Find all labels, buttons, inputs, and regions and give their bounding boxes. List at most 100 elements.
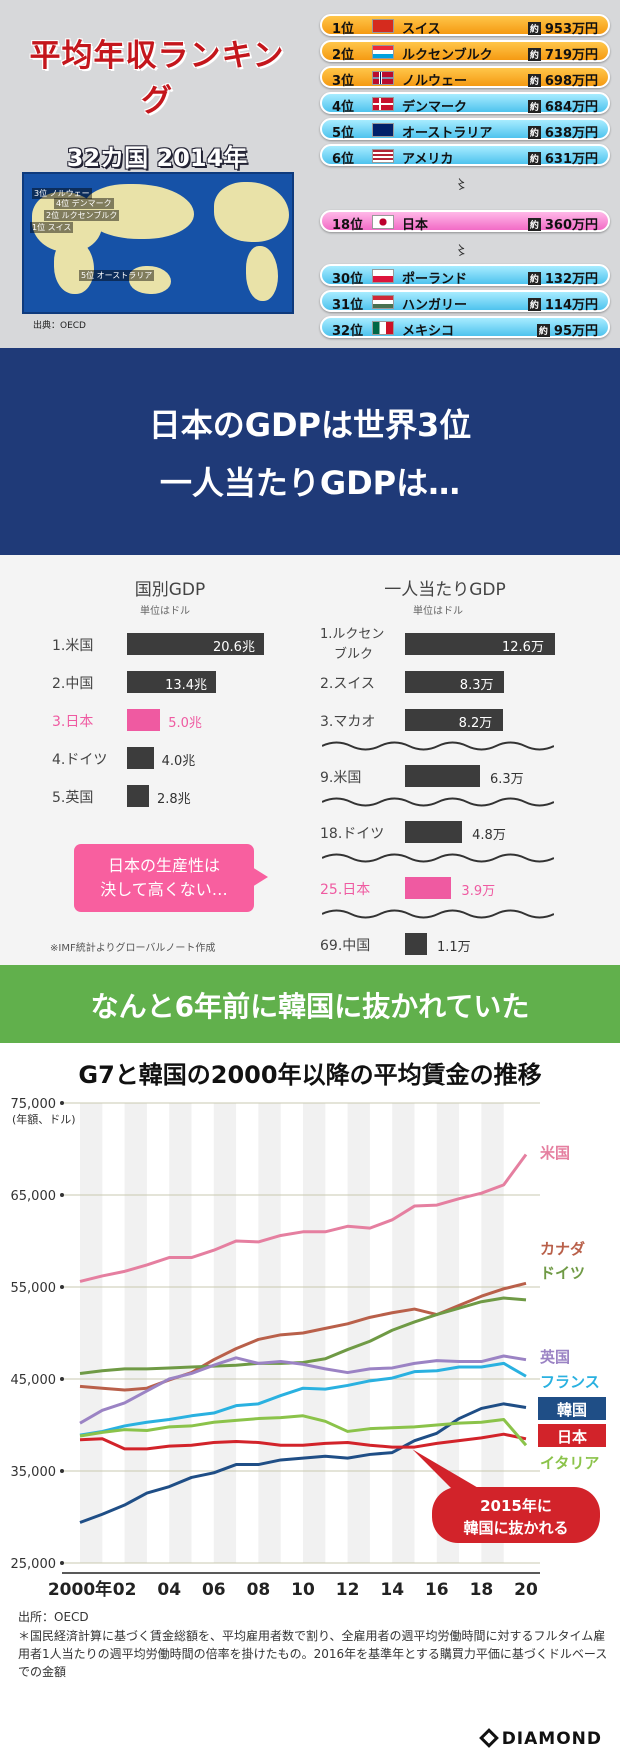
ranking-row: 31位 ハンガリー 約 114万円	[320, 290, 610, 313]
korea-headline: なんと6年前に韓国に抜かれていた	[0, 965, 620, 1043]
x-tick-label: 06	[202, 1580, 226, 1600]
ranking-rank: 30位	[332, 272, 364, 287]
gdp-bar-row: 4.ドイツ 4.0兆	[0, 747, 300, 769]
gdp-value-label: 13.4兆	[165, 678, 208, 693]
wage-chart-title: G7と韓国の2000年以降の平均賃金の推移	[78, 1061, 542, 1089]
gdp-country-label: 3.日本	[52, 714, 94, 730]
series-label: 韓国	[557, 1401, 587, 1419]
gap-wave-4	[322, 909, 554, 919]
ranking-country: ノルウェー	[402, 74, 468, 89]
amount-value: 132万円	[544, 272, 598, 287]
ranking-rank: 1位	[332, 22, 355, 37]
background-stripe	[258, 1103, 281, 1563]
x-tick-label: 20	[514, 1580, 538, 1600]
background-stripe	[347, 1103, 370, 1563]
gdp-bar	[127, 785, 149, 807]
ranking-country: デンマーク	[402, 100, 468, 115]
jp-flag-icon	[372, 215, 394, 229]
ranking-amount: 約 698万円	[527, 70, 598, 89]
gdp-bar	[127, 671, 217, 693]
series-label: ドイツ	[540, 1264, 585, 1282]
gap-wave-2	[322, 797, 554, 807]
x-tick-label: 08	[247, 1580, 271, 1600]
ranking-country: メキシコ	[402, 324, 455, 339]
gdp-per-capita-value: 12.6万	[502, 640, 544, 655]
series-label: 米国	[540, 1144, 570, 1162]
amount-value: 114万円	[544, 298, 598, 313]
x-tick-label: 14	[380, 1580, 404, 1600]
gdp-per-capita-label: 3.マカオ	[320, 714, 376, 730]
ranking-rank: 4位	[332, 100, 355, 115]
us-flag-icon	[372, 149, 394, 163]
ranking-amount: 約 953万円	[527, 18, 598, 37]
ranking-title: 平均年収ランキング	[29, 38, 285, 119]
ranking-row: 5位 オーストラリア 約 638万円	[320, 118, 610, 141]
gdp-per-capita-bar	[405, 765, 480, 787]
banner-line-2: 一人当たりGDPは…	[159, 464, 461, 502]
ytick-dot	[60, 1193, 64, 1197]
amount-value: 360万円	[544, 218, 598, 233]
ch-flag-icon	[372, 19, 394, 33]
approx-badge: 約	[527, 218, 541, 231]
headline-text: なんと6年前に韓国に抜かれていた	[90, 990, 530, 1023]
background-stripe	[80, 1103, 103, 1563]
approx-badge: 約	[527, 22, 541, 35]
ranking-amount: 約 638万円	[527, 122, 598, 141]
ytick-dot	[60, 1377, 64, 1381]
gdp-per-capita-bar	[405, 633, 555, 655]
series-label: カナダ	[540, 1240, 585, 1258]
ytick-dot	[60, 1469, 64, 1473]
wage-line-chart: 25,000 35,000 45,000 55,000 65,000 75,000(年額、…	[11, 1097, 606, 1600]
diamond-icon	[478, 1728, 499, 1748]
korea-callout-bubble	[432, 1487, 600, 1543]
ranking-row: 3位 ノルウェー 約 698万円	[320, 66, 610, 89]
world-map: 3位 ノルウェー 4位 デンマーク 2位 ルクセンブルク 1位 スイス 5位 オ…	[22, 172, 294, 314]
approx-badge: 約	[527, 48, 541, 61]
gdp-per-capita-value: 8.3万	[459, 678, 494, 693]
ranking-country: ハンガリー	[402, 298, 468, 313]
background-stripe	[213, 1103, 237, 1563]
gdp-per-capita-row: 3.マカオ 8.2万	[0, 709, 620, 731]
x-tick-label: 2000年	[48, 1579, 112, 1600]
background-stripe	[436, 1103, 460, 1563]
y-tick-label: 65,000	[11, 1189, 57, 1204]
background-stripe	[303, 1103, 326, 1563]
ranking-rank: 3位	[332, 74, 355, 89]
map-label-australia: 5位 オーストラリア	[79, 270, 155, 281]
ranking-panel: 平均年収ランキング 32カ国 2014年 3位 ノルウェー 4位 デンマーク 2…	[0, 0, 620, 348]
amount-value: 698万円	[544, 74, 598, 89]
series-line-フランス	[79, 1361, 527, 1437]
map-landmass-africa	[54, 239, 94, 294]
ranking-gap-mark: 〻	[455, 178, 469, 193]
ranking-country: オーストラリア	[402, 126, 493, 141]
x-tick-label: 16	[425, 1580, 449, 1600]
gdp-right-unit: 単位はドル	[413, 606, 463, 617]
map-label-switzerland: 1位 スイス	[30, 222, 74, 233]
gdp-per-capita-row: 1.ルクセン ブルク 12.6万	[0, 627, 620, 662]
ranking-country: 日本	[402, 218, 429, 233]
gdp-value-label: 5.0兆	[168, 716, 202, 731]
ytick-dot	[60, 1101, 64, 1105]
ranking-country: アメリカ	[402, 152, 454, 167]
callout-pointer	[252, 867, 268, 887]
brand-name: DIAMOND	[501, 1729, 602, 1749]
map-label-denmark: 4位 デンマーク	[54, 198, 114, 209]
gdp-bar-row: 3.日本 5.0兆	[0, 709, 300, 731]
gdp-per-capita-value: 4.8万	[472, 828, 506, 843]
productivity-callout: 日本の生産性は 決して高くない…	[74, 844, 254, 912]
gdp-per-capita-value: 3.9万	[461, 884, 496, 899]
gdp-country-label: 2.中国	[52, 676, 94, 692]
gdp-left-unit: 単位はドル	[140, 606, 190, 617]
x-tick-label: 02	[113, 1580, 137, 1600]
approx-badge: 約	[527, 152, 541, 165]
gdp-value-label: 4.0兆	[161, 754, 196, 769]
ranking-gap-mark: 〻	[455, 244, 469, 259]
ytick-dot	[60, 1285, 64, 1289]
gdp-bar-row: 1.米国 20.6兆	[0, 633, 300, 655]
ranking-rank: 32位	[332, 324, 364, 339]
gdp-per-capita-label: 9.米国	[320, 770, 362, 786]
lu-flag-icon	[372, 45, 394, 59]
gap-wave-1	[322, 741, 554, 751]
x-tick-label: 18	[470, 1580, 494, 1600]
approx-badge: 約	[527, 126, 541, 139]
